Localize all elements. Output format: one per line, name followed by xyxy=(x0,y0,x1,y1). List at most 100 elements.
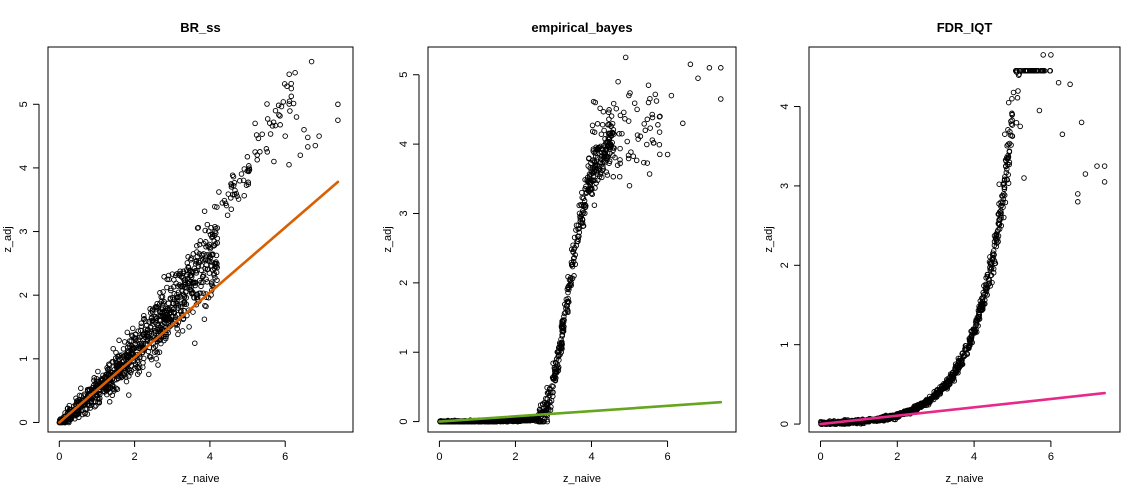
data-point xyxy=(200,251,207,257)
data-point xyxy=(288,85,295,92)
data-point xyxy=(576,225,582,232)
data-point xyxy=(152,343,159,349)
data-point xyxy=(195,224,202,231)
y-tick-label: 2 xyxy=(18,292,30,298)
data-point xyxy=(286,98,293,104)
data-point xyxy=(1006,149,1013,155)
data-point xyxy=(626,182,633,189)
data-point xyxy=(573,227,579,233)
data-point xyxy=(1003,163,1009,170)
data-points xyxy=(818,52,1108,427)
x-tick-label: 6 xyxy=(1048,451,1054,463)
x-axis-label: z_naive xyxy=(946,473,984,485)
data-point xyxy=(316,133,322,139)
data-point xyxy=(246,163,252,169)
data-point xyxy=(966,342,973,348)
data-point xyxy=(192,340,198,346)
data-point xyxy=(178,283,184,289)
data-point xyxy=(141,355,147,362)
data-point xyxy=(173,301,179,307)
data-point xyxy=(146,371,152,378)
data-point xyxy=(159,302,166,308)
data-point xyxy=(109,392,116,399)
data-point xyxy=(222,200,229,207)
data-point xyxy=(1013,119,1020,126)
data-point xyxy=(140,360,146,366)
data-point xyxy=(601,151,608,157)
data-point xyxy=(574,238,580,245)
data-point xyxy=(933,390,939,397)
data-point xyxy=(977,298,984,304)
data-point xyxy=(133,338,139,344)
data-point xyxy=(228,206,235,212)
data-point xyxy=(993,243,1000,250)
data-point xyxy=(246,167,253,173)
data-point xyxy=(190,309,196,315)
data-point xyxy=(194,267,200,274)
data-point xyxy=(617,145,623,152)
data-point xyxy=(305,144,311,150)
data-point xyxy=(609,120,616,127)
data-point xyxy=(121,339,128,345)
data-point xyxy=(142,326,149,333)
data-point xyxy=(145,326,151,333)
data-point xyxy=(168,285,174,292)
data-point xyxy=(95,368,101,375)
data-point xyxy=(621,109,627,116)
data-point xyxy=(589,191,596,198)
data-point xyxy=(1005,180,1012,186)
data-point xyxy=(155,313,161,320)
x-tick-label: 4 xyxy=(588,451,594,463)
data-point xyxy=(1008,118,1014,125)
data-point xyxy=(955,362,961,368)
data-point xyxy=(564,286,571,293)
data-point xyxy=(580,195,587,202)
data-point xyxy=(126,392,132,398)
plot-frame xyxy=(808,46,1121,433)
data-point xyxy=(680,120,686,127)
data-point xyxy=(655,122,661,128)
data-point xyxy=(196,241,203,248)
data-point xyxy=(959,357,965,364)
data-point xyxy=(292,69,298,76)
data-point xyxy=(637,133,644,140)
data-point xyxy=(116,361,123,367)
data-point xyxy=(188,274,195,280)
data-point xyxy=(624,138,630,145)
data-point xyxy=(982,291,989,297)
x-tick-label: 4 xyxy=(971,451,977,463)
data-point xyxy=(183,294,190,301)
data-point xyxy=(607,150,613,157)
data-point xyxy=(189,291,195,297)
data-point xyxy=(594,121,601,127)
data-point xyxy=(605,109,612,115)
data-point xyxy=(180,268,187,275)
chart-title: BR_ss xyxy=(180,20,220,35)
data-point xyxy=(622,116,628,122)
data-point xyxy=(192,279,198,286)
data-point xyxy=(180,291,186,297)
data-point xyxy=(116,352,123,359)
data-point xyxy=(149,309,156,315)
data-point xyxy=(169,271,176,277)
data-point xyxy=(950,374,956,381)
data-point xyxy=(161,299,167,305)
data-point xyxy=(208,281,215,287)
data-point xyxy=(516,418,522,424)
data-point xyxy=(541,418,547,425)
data-point xyxy=(105,370,112,377)
data-point xyxy=(284,83,290,89)
data-point xyxy=(1059,131,1066,138)
data-point xyxy=(962,352,968,359)
data-point xyxy=(575,222,582,229)
data-point xyxy=(204,221,211,228)
data-point xyxy=(972,327,978,333)
data-point xyxy=(578,213,584,220)
x-tick-label: 6 xyxy=(664,451,670,463)
data-point xyxy=(241,192,247,199)
data-point xyxy=(625,155,632,162)
data-point xyxy=(202,239,209,245)
data-point xyxy=(95,399,101,405)
data-point xyxy=(235,196,242,202)
data-point xyxy=(594,177,601,183)
